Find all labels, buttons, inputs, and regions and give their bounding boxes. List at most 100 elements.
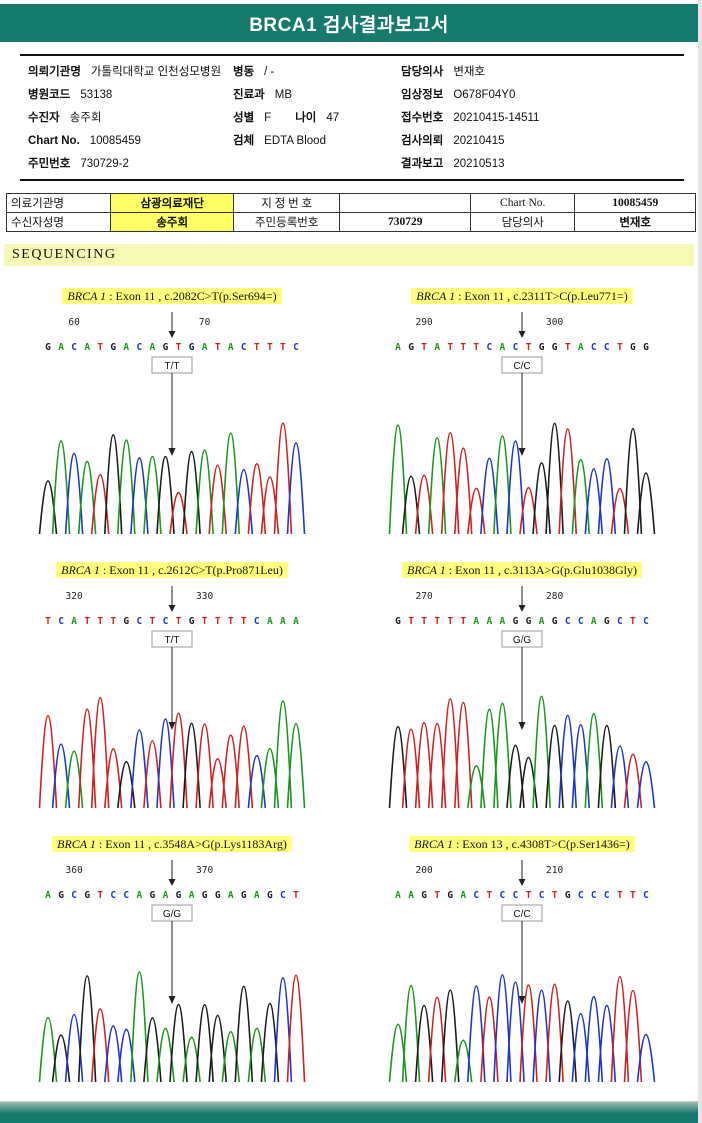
svg-text:G: G xyxy=(552,342,558,353)
svg-text:T: T xyxy=(434,616,440,627)
svg-text:A: A xyxy=(539,616,545,627)
svg-text:T/T: T/T xyxy=(165,361,180,372)
gene-name: BRCA 1 xyxy=(416,289,456,303)
variant-desc: : Exon 13 , c.4308T>C(p.Ser1436=) xyxy=(452,837,630,851)
field-dept-label: 진료과 xyxy=(233,89,265,101)
reference-table: 의료기관명 삼광의료재단 지 정 번 호 Chart No. 10085459 … xyxy=(5,193,696,232)
svg-text:G: G xyxy=(202,890,208,901)
svg-text:T: T xyxy=(176,342,182,353)
svg-text:60: 60 xyxy=(68,317,80,328)
report-footer-bar xyxy=(0,1101,698,1123)
svg-text:T: T xyxy=(421,342,427,353)
svg-text:T: T xyxy=(447,616,453,627)
field-accession-value: 20210415-14511 xyxy=(453,112,540,124)
field-accession-label: 접수번호 xyxy=(401,112,444,124)
svg-text:G: G xyxy=(539,342,545,353)
gene-name: BRCA 1 xyxy=(57,837,96,851)
svg-text:C: C xyxy=(137,342,143,353)
ref-recipient-value: 송주회 xyxy=(110,212,234,232)
patient-info-grid: 의뢰기관명 가톨릭대학교 인천성모병원 병동 / - 담당의사 변재호 병원코드 531… xyxy=(28,65,684,172)
svg-text:T: T xyxy=(434,890,440,901)
svg-text:G: G xyxy=(604,616,610,627)
svg-text:70: 70 xyxy=(199,317,211,328)
svg-text:C: C xyxy=(591,890,597,901)
field-clinical-value: O678F04Y0 xyxy=(453,89,516,101)
chromatogram-panel-3: BRCA 1 : Exon 11 , c.2612C>T(p.Pro871Leu… xyxy=(22,560,322,816)
field-ward-label: 병동 xyxy=(233,66,255,78)
ref-org-label: 의료기관명 xyxy=(5,193,112,213)
field-specimen-value: EDTA Blood xyxy=(264,135,326,147)
svg-text:320: 320 xyxy=(66,591,83,602)
svg-text:T: T xyxy=(150,616,156,627)
ref-doctor-label: 담당의사 xyxy=(469,212,576,232)
field-doctor: 담당의사 변재호 xyxy=(401,65,684,80)
svg-text:C: C xyxy=(71,342,77,353)
svg-text:270: 270 xyxy=(416,591,433,602)
field-reported-value: 20210513 xyxy=(453,158,505,170)
svg-text:C: C xyxy=(539,890,545,901)
svg-text:300: 300 xyxy=(546,317,563,328)
svg-text:C/C: C/C xyxy=(513,909,530,920)
svg-text:A: A xyxy=(71,616,77,627)
field-patient-label: 수진자 xyxy=(28,112,60,124)
field-sex-label: 성별 xyxy=(233,112,255,124)
svg-text:T: T xyxy=(228,616,234,627)
svg-text:C: C xyxy=(604,342,610,353)
svg-text:C: C xyxy=(617,616,623,627)
svg-text:A: A xyxy=(45,890,51,901)
svg-text:A: A xyxy=(150,342,156,353)
field-chart-no-label: Chart No. xyxy=(28,135,80,147)
svg-text:G: G xyxy=(163,342,169,353)
ref-recipient-label: 수신자성명 xyxy=(5,212,112,232)
field-requested-value: 20210415 xyxy=(453,135,505,147)
patient-info-block: 의뢰기관명 가톨릭대학교 인천성모병원 병동 / - 담당의사 변재호 병원코드 531… xyxy=(20,54,684,181)
ref-chart-value: 10085459 xyxy=(574,193,696,213)
svg-text:C: C xyxy=(163,616,169,627)
svg-text:200: 200 xyxy=(416,865,433,876)
field-hosp-code: 병원코드 53138 xyxy=(28,88,233,103)
svg-text:T: T xyxy=(215,616,221,627)
svg-text:C: C xyxy=(254,616,260,627)
svg-text:A: A xyxy=(578,342,584,353)
variant-desc: : Exon 11 , c.2311T>C(p.Leu771=) xyxy=(455,289,628,303)
field-resident-value: 730729-2 xyxy=(80,158,129,170)
report-header-bar: BRCA1 검사결과보고서 xyxy=(0,4,698,42)
svg-text:C: C xyxy=(604,890,610,901)
svg-text:G: G xyxy=(123,616,129,627)
field-doctor-label: 담당의사 xyxy=(401,66,444,78)
svg-text:A: A xyxy=(591,616,597,627)
field-dept: 진료과 MB xyxy=(233,88,401,103)
field-accession: 접수번호 20210415-14511 xyxy=(401,111,684,126)
svg-text:T: T xyxy=(526,890,532,901)
svg-text:T: T xyxy=(630,616,636,627)
svg-text:A: A xyxy=(408,890,414,901)
svg-text:210: 210 xyxy=(546,865,563,876)
svg-text:C: C xyxy=(123,890,129,901)
svg-text:G: G xyxy=(643,342,649,353)
chromatogram-panel-1: BRCA 1 : Exon 11 , c.2082C>T(p.Ser694=) … xyxy=(22,286,322,542)
svg-text:C: C xyxy=(513,890,519,901)
svg-text:G: G xyxy=(630,342,636,353)
gene-name: BRCA 1 xyxy=(67,289,107,303)
svg-text:A: A xyxy=(395,890,401,901)
svg-text:C: C xyxy=(487,342,493,353)
field-age-value: 47 xyxy=(326,112,340,124)
sequencing-section-header: SEQUENCING xyxy=(4,244,694,266)
svg-text:G/G: G/G xyxy=(513,635,532,646)
report-title: BRCA1 검사결과보고서 xyxy=(249,14,449,36)
svg-text:C: C xyxy=(473,890,479,901)
gene-name: BRCA 1 xyxy=(414,837,453,851)
svg-text:A: A xyxy=(473,616,479,627)
svg-text:T: T xyxy=(617,342,623,353)
svg-text:T: T xyxy=(487,890,493,901)
svg-text:G: G xyxy=(565,890,571,901)
svg-text:T: T xyxy=(552,890,558,901)
svg-text:T: T xyxy=(617,890,623,901)
svg-text:A: A xyxy=(434,342,440,353)
svg-text:A: A xyxy=(293,616,299,627)
svg-text:C: C xyxy=(565,616,571,627)
svg-text:C: C xyxy=(293,342,299,353)
svg-text:G: G xyxy=(84,890,90,901)
